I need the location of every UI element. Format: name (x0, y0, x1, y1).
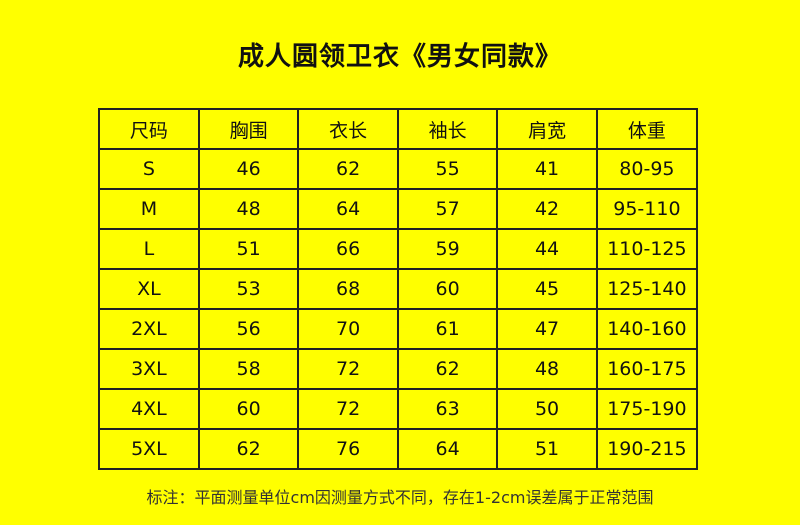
table-cell: 64 (396, 428, 499, 470)
footnote: 标注：平面测量单位cm因测量方式不同，存在1-2cm误差属于正常范围 (146, 488, 654, 507)
table-cell: 58 (197, 348, 300, 390)
column-header: 肩宽 (496, 108, 598, 150)
table-cell: L (98, 228, 200, 270)
table-cell: 62 (197, 428, 300, 470)
table-cell: 45 (496, 268, 598, 310)
table-cell: 64 (297, 188, 399, 230)
table-cell: 46 (197, 148, 300, 190)
table-header-row: 尺码 胸围 衣长 袖长 肩宽 体重 (98, 108, 699, 150)
table-cell: 44 (496, 228, 598, 270)
size-table: 尺码 胸围 衣长 袖长 肩宽 体重 S 46 62 55 41 80-95 M 48 64 57 42 95-1… (98, 108, 699, 470)
table-cell: 72 (297, 348, 399, 390)
table-row: 5XL 62 76 64 51 190-215 (98, 428, 699, 470)
table-cell: 125-140 (595, 268, 699, 310)
table-cell: 62 (297, 148, 399, 190)
table-cell: 48 (496, 348, 598, 390)
table-cell: 190-215 (595, 428, 699, 470)
table-cell: 66 (297, 228, 399, 270)
table-cell: 70 (297, 308, 399, 350)
table-cell: M (98, 188, 200, 230)
table-row: 4XL 60 72 63 50 175-190 (98, 388, 699, 430)
column-header: 胸围 (197, 108, 300, 150)
table-cell: 110-125 (595, 228, 699, 270)
table-row: S 46 62 55 41 80-95 (98, 148, 699, 190)
table-cell: 63 (396, 388, 499, 430)
table-cell: 50 (496, 388, 598, 430)
table-row: M 48 64 57 42 95-110 (98, 188, 699, 230)
table-cell: 60 (197, 388, 300, 430)
table-cell: 42 (496, 188, 598, 230)
table-cell: 51 (197, 228, 300, 270)
table-row: L 51 66 59 44 110-125 (98, 228, 699, 270)
table-cell: 160-175 (595, 348, 699, 390)
table-cell: 4XL (98, 388, 200, 430)
column-header: 尺码 (98, 108, 200, 150)
table-cell: 175-190 (595, 388, 699, 430)
table-cell: 47 (496, 308, 598, 350)
table-row: 2XL 56 70 61 47 140-160 (98, 308, 699, 350)
page-title: 成人圆领卫衣《男女同款》 (237, 42, 562, 72)
table-cell: 57 (396, 188, 499, 230)
table-cell: 76 (297, 428, 399, 470)
table-cell: 68 (297, 268, 399, 310)
table-cell: 62 (396, 348, 499, 390)
table-cell: S (98, 148, 200, 190)
table-cell: 140-160 (595, 308, 699, 350)
table-cell: 51 (496, 428, 598, 470)
table-cell: 61 (396, 308, 499, 350)
table-cell: 56 (197, 308, 300, 350)
column-header: 袖长 (396, 108, 499, 150)
table-row: 3XL 58 72 62 48 160-175 (98, 348, 699, 390)
table-cell: 60 (396, 268, 499, 310)
table-cell: 41 (496, 148, 598, 190)
table-cell: 3XL (98, 348, 200, 390)
column-header: 体重 (595, 108, 699, 150)
table-cell: 55 (396, 148, 499, 190)
table-cell: 80-95 (595, 148, 699, 190)
table-cell: 59 (396, 228, 499, 270)
table-cell: 53 (197, 268, 300, 310)
table-cell: 48 (197, 188, 300, 230)
table-cell: 2XL (98, 308, 200, 350)
column-header: 衣长 (297, 108, 399, 150)
table-cell: 95-110 (595, 188, 699, 230)
table-cell: 72 (297, 388, 399, 430)
table-cell: 5XL (98, 428, 200, 470)
table-cell: XL (98, 268, 200, 310)
table-row: XL 53 68 60 45 125-140 (98, 268, 699, 310)
